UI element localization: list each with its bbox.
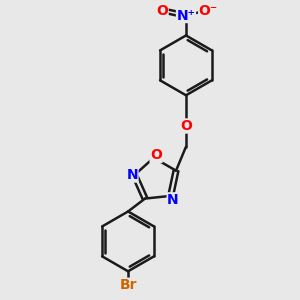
Text: N: N <box>126 168 138 182</box>
Text: O: O <box>156 4 168 18</box>
Text: N: N <box>167 193 179 207</box>
Text: N⁺: N⁺ <box>177 8 195 22</box>
Text: Br: Br <box>119 278 137 292</box>
Text: O: O <box>180 119 192 133</box>
Text: O: O <box>150 148 162 162</box>
Text: O⁻: O⁻ <box>199 4 218 18</box>
